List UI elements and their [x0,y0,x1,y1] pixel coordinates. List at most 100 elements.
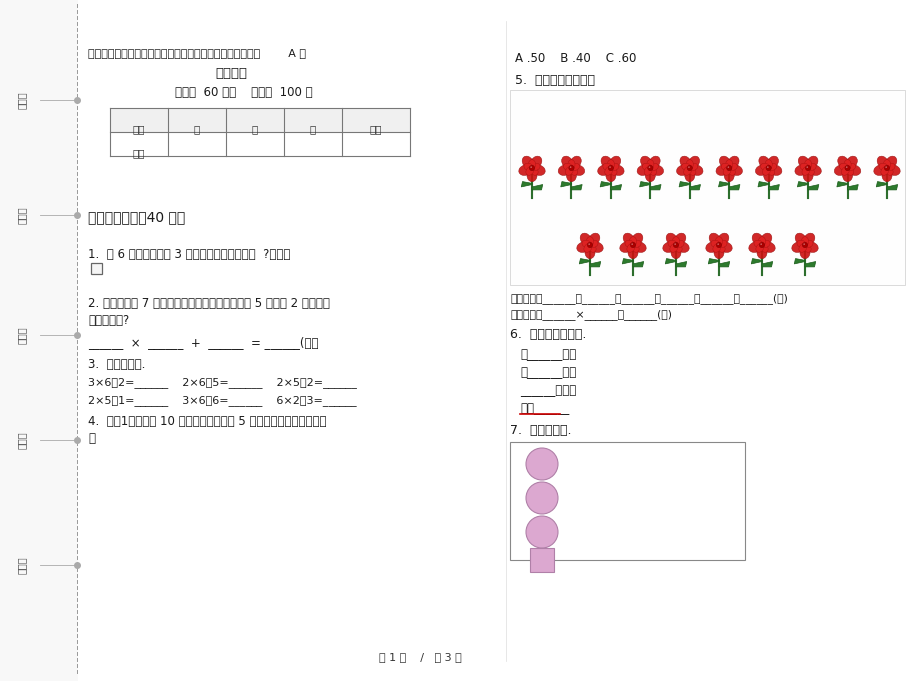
Text: 第 1 页    /   共 3 页: 第 1 页 / 共 3 页 [379,652,460,662]
Polygon shape [836,182,846,187]
Ellipse shape [847,165,860,176]
Ellipse shape [842,169,852,182]
Ellipse shape [648,156,660,168]
Ellipse shape [709,233,720,245]
Ellipse shape [518,165,531,176]
Ellipse shape [754,165,767,176]
Polygon shape [571,185,582,190]
Text: 6.  把口诀补充完整.: 6. 把口诀补充完整. [509,328,585,341]
Ellipse shape [762,242,775,253]
Ellipse shape [641,163,651,171]
Polygon shape [729,185,739,190]
Ellipse shape [530,163,539,171]
Ellipse shape [532,165,545,176]
Ellipse shape [528,159,535,169]
Ellipse shape [713,246,723,259]
Polygon shape [621,259,632,264]
Ellipse shape [841,166,848,175]
Ellipse shape [558,165,571,176]
Ellipse shape [716,244,724,252]
Ellipse shape [798,156,809,168]
Ellipse shape [754,240,763,248]
Ellipse shape [689,165,702,176]
Text: 考场：: 考场： [17,206,27,224]
Circle shape [648,166,650,168]
Polygon shape [757,182,768,187]
Circle shape [844,165,849,171]
Text: 3×6－2=______    2×6＋5=______    2×5＋2=______: 3×6－2=______ 2×6＋5=______ 2×5＋2=______ [88,377,357,388]
Polygon shape [664,259,675,264]
Ellipse shape [762,166,770,175]
Circle shape [526,482,558,514]
Ellipse shape [794,165,807,176]
Ellipse shape [630,244,639,252]
Polygon shape [846,185,857,190]
Polygon shape [793,259,804,264]
Ellipse shape [631,240,641,248]
Circle shape [526,516,558,548]
Ellipse shape [719,242,732,253]
Circle shape [758,242,764,248]
Bar [529,548,553,572]
Ellipse shape [798,244,806,252]
Ellipse shape [803,240,812,248]
Ellipse shape [804,159,811,169]
Ellipse shape [715,237,721,247]
Ellipse shape [585,237,593,247]
Text: 1.  把 6 朵花平均分给 3 个小朋友。哪种分法对  ?在对的: 1. 把 6 朵花平均分给 3 个小朋友。哪种分法对 ?在对的 [88,248,290,261]
Circle shape [586,242,592,248]
Ellipse shape [804,242,817,253]
Ellipse shape [760,163,769,171]
Circle shape [686,165,692,171]
Text: 学校：: 学校： [17,556,27,574]
Ellipse shape [845,166,853,175]
Circle shape [884,166,886,168]
Ellipse shape [766,156,777,168]
Circle shape [759,243,761,245]
Ellipse shape [665,233,676,245]
Ellipse shape [765,159,771,169]
Ellipse shape [687,156,698,168]
Ellipse shape [806,156,817,168]
Circle shape [802,243,804,245]
Polygon shape [807,185,818,190]
Ellipse shape [675,242,688,253]
Ellipse shape [802,233,814,245]
Text: 5.  一共有多少朵花？: 5. 一共有多少朵花？ [515,74,595,87]
Ellipse shape [584,244,591,252]
Circle shape [674,243,675,245]
Ellipse shape [622,233,634,245]
Ellipse shape [839,163,848,171]
Circle shape [528,165,534,171]
Ellipse shape [873,165,886,176]
Polygon shape [751,259,761,264]
Circle shape [630,242,635,248]
Ellipse shape [626,244,634,252]
Ellipse shape [723,169,733,182]
Ellipse shape [683,166,691,175]
Ellipse shape [748,242,761,253]
Text: 三: 三 [310,124,316,134]
Ellipse shape [845,163,855,171]
Ellipse shape [752,233,763,245]
Text: ______  ×  ______  +  ______  = ______(盆）: ______ × ______ + ______ = ______(盆） [88,336,318,349]
Ellipse shape [802,169,812,182]
Ellipse shape [572,165,584,176]
Ellipse shape [628,246,638,259]
Ellipse shape [763,169,773,182]
Text: 人教版水平强化训练二年级上学期小学数学四单元模拟试卷        A 卷: 人教版水平强化训练二年级上学期小学数学四单元模拟试卷 A 卷 [88,48,306,58]
Bar [509,442,744,560]
Text: 班级：: 班级： [17,431,27,449]
Ellipse shape [674,233,685,245]
Ellipse shape [725,159,732,169]
Circle shape [630,243,632,245]
Ellipse shape [609,163,618,171]
Text: 加法算式：______＋______＋______＋______＋______＝______(朵): 加法算式：______＋______＋______＋______＋______＝… [509,293,787,304]
Ellipse shape [644,169,654,182]
Text: 4.  三（1）班女生 10 人，男生是女生的 5 倍，则这个班级共有（）: 4. 三（1）班女生 10 人，男生是女生的 5 倍，则这个班级共有（） [88,415,326,428]
Circle shape [529,166,531,168]
Ellipse shape [675,165,688,176]
Ellipse shape [670,246,680,259]
Circle shape [727,166,729,168]
Ellipse shape [834,165,846,176]
